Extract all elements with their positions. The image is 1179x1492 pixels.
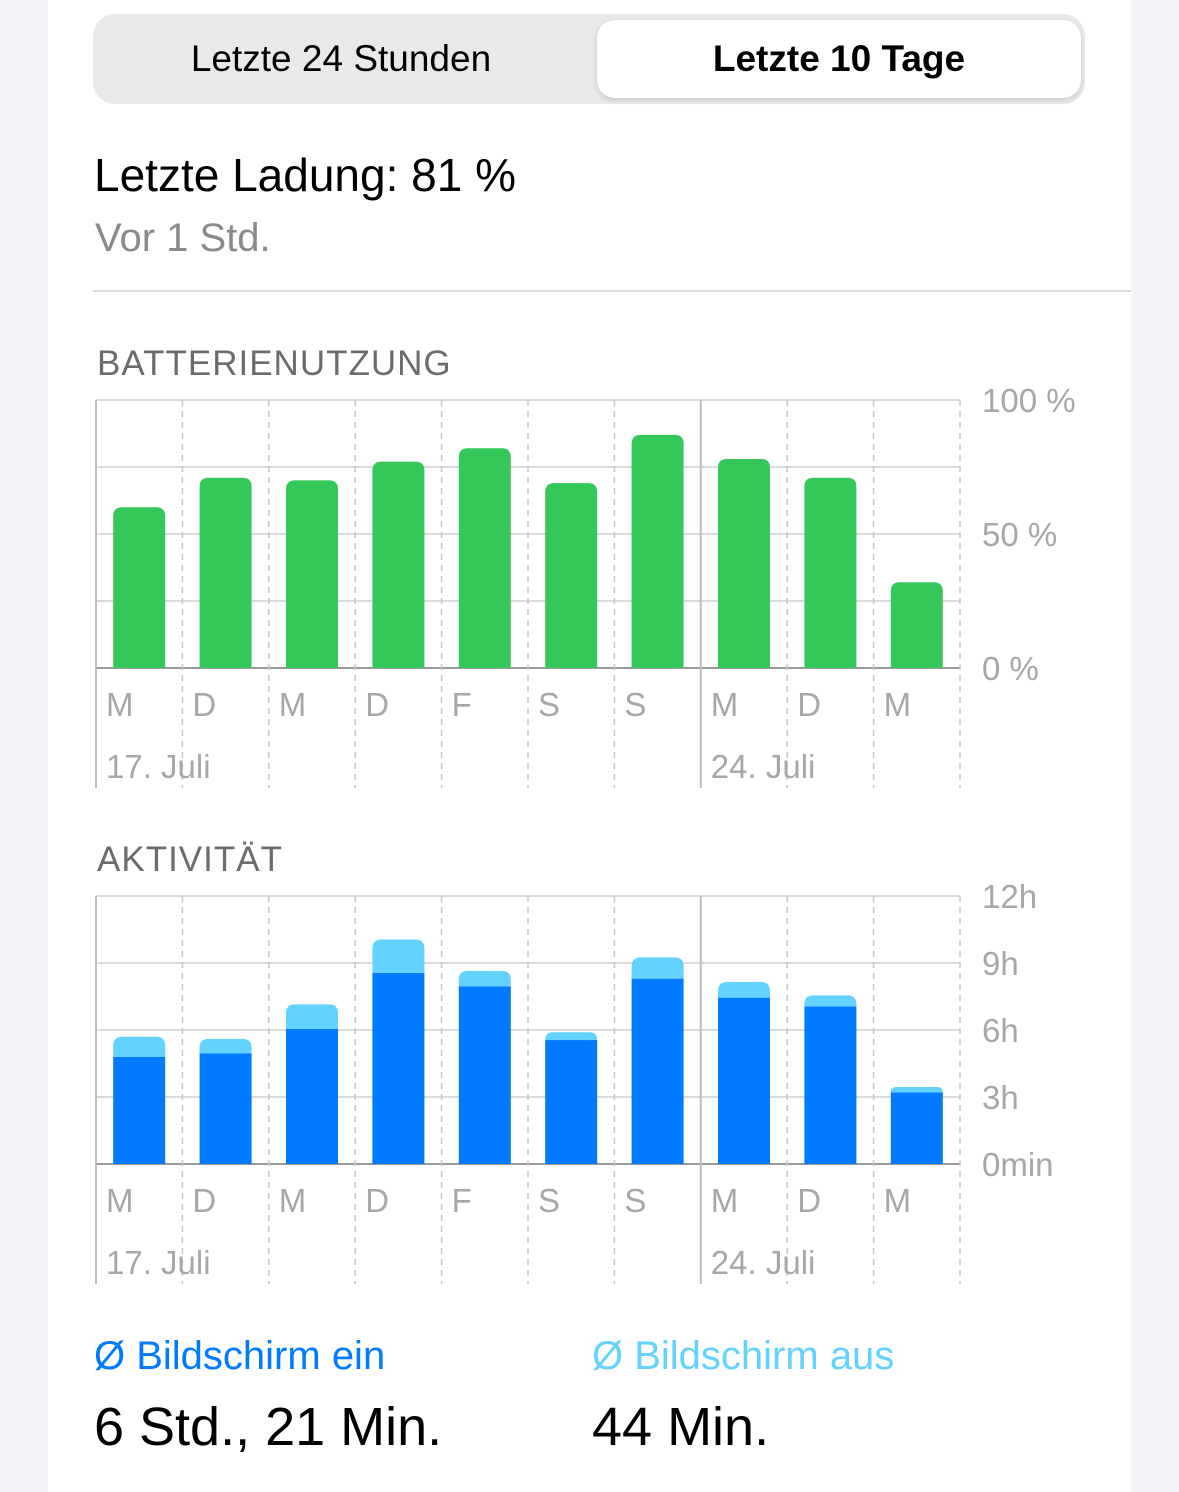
battery-bar [545, 483, 598, 668]
x-tick-label: F [452, 686, 472, 723]
screen-off-bar-segment [286, 1004, 338, 1029]
screen-on-bar-segment [545, 1040, 598, 1164]
x-tick-label: S [624, 1182, 646, 1219]
battery-bar [804, 477, 857, 668]
x-tick-label: D [365, 686, 389, 723]
screen-off-bar-segment [890, 1086, 943, 1093]
screen-on-bar-segment [458, 986, 511, 1164]
x-tick-label: D [797, 1182, 821, 1219]
battery-usage-chart: 100 % 50 % 0 % M D M D F S S M D M 17. Juli 24. Juli [95, 388, 1076, 788]
last-charge-time: Vor 1 Std. [95, 216, 271, 260]
x-tick-label: M [711, 686, 739, 723]
screen-on-legend-label: Ø Bildschirm ein [94, 1334, 386, 1378]
battery-bar [631, 434, 684, 668]
battery-bar [113, 507, 166, 668]
divider [93, 290, 1131, 292]
x-tick-label: M [279, 1182, 307, 1219]
y-tick-label: 0 % [982, 650, 1039, 687]
screen-off-bar-segment [631, 957, 684, 979]
date-label: 24. Juli [711, 1244, 816, 1281]
activity-chart: 12h 9h 6h 3h 0min M D M D F S S M D M 17. Juli 24. Juli [95, 884, 1054, 1284]
battery-bar [286, 480, 338, 668]
x-tick-label: S [538, 1182, 560, 1219]
activity-title: AKTIVITÄT [97, 840, 283, 879]
screen-on-average-value: 6 Std., 21 Min. [94, 1397, 443, 1457]
battery-bar [458, 448, 511, 668]
battery-bar [890, 582, 943, 668]
screen-on-bar-segment [113, 1056, 166, 1164]
x-tick-label: M [711, 1182, 739, 1219]
battery-bar [372, 461, 425, 668]
y-tick-label: 3h [982, 1079, 1019, 1116]
time-range-segmented-control: Letzte 24 Stunden Letzte 10 Tage [93, 14, 1085, 104]
x-tick-label: D [365, 1182, 389, 1219]
screen-on-bar-segment [804, 1006, 857, 1164]
date-label: 24. Juli [711, 748, 816, 785]
screen-off-bar-segment [199, 1038, 252, 1054]
tab-last-10-days[interactable]: Letzte 10 Tage [597, 20, 1081, 98]
tab-last-24-hours[interactable]: Letzte 24 Stunden [190, 38, 492, 79]
screen-on-bar-segment [890, 1092, 943, 1164]
screen-off-bar-segment [458, 970, 511, 987]
y-tick-label: 6h [982, 1012, 1019, 1049]
y-tick-label: 9h [982, 945, 1019, 982]
screen-on-bar-segment [718, 997, 770, 1164]
x-tick-label: F [452, 1182, 472, 1219]
screen-off-average-value: 44 Min. [592, 1397, 770, 1457]
x-tick-label: S [624, 686, 646, 723]
date-label: 17. Juli [106, 748, 211, 785]
battery-bar [199, 477, 252, 668]
y-tick-label: 50 % [982, 516, 1057, 553]
battery-usage-title: BATTERIENUTZUNG [97, 344, 452, 383]
screen-on-bar-segment [372, 973, 425, 1164]
x-tick-label: M [106, 686, 134, 723]
battery-bar [718, 458, 770, 668]
x-tick-label: D [192, 1182, 216, 1219]
screen-off-bar-segment [372, 939, 425, 974]
y-tick-label: 100 % [982, 388, 1076, 419]
screen-off-bar-segment [718, 981, 770, 998]
screen-off-bar-segment [804, 995, 857, 1007]
x-tick-label: D [192, 686, 216, 723]
x-tick-label: M [106, 1182, 134, 1219]
screen-off-bar-segment [545, 1032, 598, 1041]
x-tick-label: M [884, 686, 912, 723]
x-tick-label: M [884, 1182, 912, 1219]
battery-card [48, 0, 1131, 1492]
x-tick-label: S [538, 686, 560, 723]
screen-on-bar-segment [631, 978, 684, 1164]
screen-on-bar-segment [286, 1028, 338, 1164]
screen-off-bar-segment [113, 1036, 166, 1057]
screen-off-legend-label: Ø Bildschirm aus [592, 1334, 895, 1378]
screen-on-bar-segment [199, 1053, 252, 1164]
y-tick-label: 0min [982, 1146, 1054, 1183]
date-label: 17. Juli [106, 1244, 211, 1281]
y-tick-label: 12h [982, 884, 1037, 915]
x-tick-label: D [797, 686, 821, 723]
last-charge-label: Letzte Ladung: 81 % [94, 149, 516, 201]
x-tick-label: M [279, 686, 307, 723]
